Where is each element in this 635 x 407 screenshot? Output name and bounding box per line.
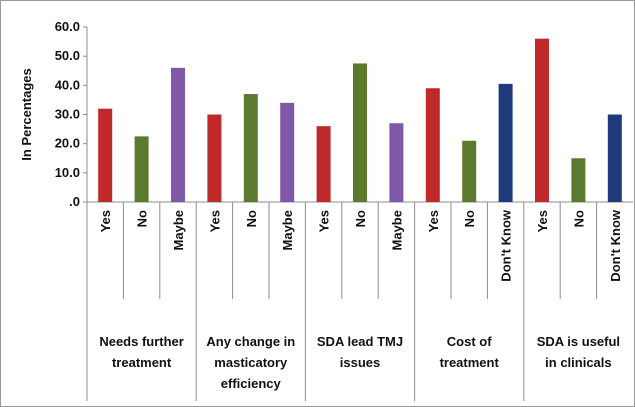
category-label: No	[353, 210, 368, 227]
y-tick-label: 60.0	[55, 19, 80, 34]
bar	[353, 63, 367, 203]
category-label: Yes	[98, 210, 113, 232]
y-axis-title: In Percentages	[19, 68, 34, 161]
category-label: Don't Know	[499, 209, 514, 282]
category-label: No	[244, 210, 259, 227]
y-tick-label: 30.0	[55, 107, 80, 122]
bar	[389, 123, 404, 202]
group-label: in clinicals	[545, 355, 611, 370]
y-tick-label: 10.0	[55, 165, 80, 180]
bar	[134, 136, 149, 202]
group-label: masticatory	[214, 355, 288, 370]
group-label: issues	[340, 355, 380, 370]
bar	[607, 114, 622, 202]
group-label: SDA is useful	[537, 334, 620, 349]
y-tick-label: 40.0	[55, 77, 80, 92]
category-label: No	[571, 210, 586, 227]
group-label: SDA lead TMJ	[317, 334, 403, 349]
bar	[535, 38, 549, 202]
category-label: Don't Know	[608, 209, 623, 282]
y-tick-label: 20.0	[55, 136, 80, 151]
category-label: No	[135, 210, 150, 227]
bar	[498, 83, 513, 202]
group-label: Any change in	[206, 334, 295, 349]
category-label: Yes	[426, 210, 441, 232]
y-tick-label: .0	[69, 194, 80, 209]
category-label: No	[462, 210, 477, 227]
group-label: treatment	[440, 355, 500, 370]
bar	[571, 158, 586, 202]
category-label: Yes	[207, 210, 222, 232]
category-label: Maybe	[389, 210, 404, 250]
y-tick-label: 50.0	[55, 48, 80, 63]
bar	[316, 126, 331, 202]
category-label: Yes	[535, 210, 550, 232]
bar	[425, 88, 440, 202]
bar	[207, 114, 222, 202]
bar	[98, 108, 113, 202]
category-label: Yes	[317, 210, 332, 232]
group-label: efficiency	[221, 376, 282, 391]
bar	[243, 94, 258, 202]
category-label: Maybe	[280, 210, 295, 250]
bar	[280, 102, 295, 202]
group-label: Cost of	[447, 334, 492, 349]
group-label: treatment	[112, 355, 172, 370]
bar	[171, 67, 185, 202]
bar	[462, 140, 477, 202]
group-label: Needs further	[99, 334, 184, 349]
category-label: Maybe	[171, 210, 186, 250]
